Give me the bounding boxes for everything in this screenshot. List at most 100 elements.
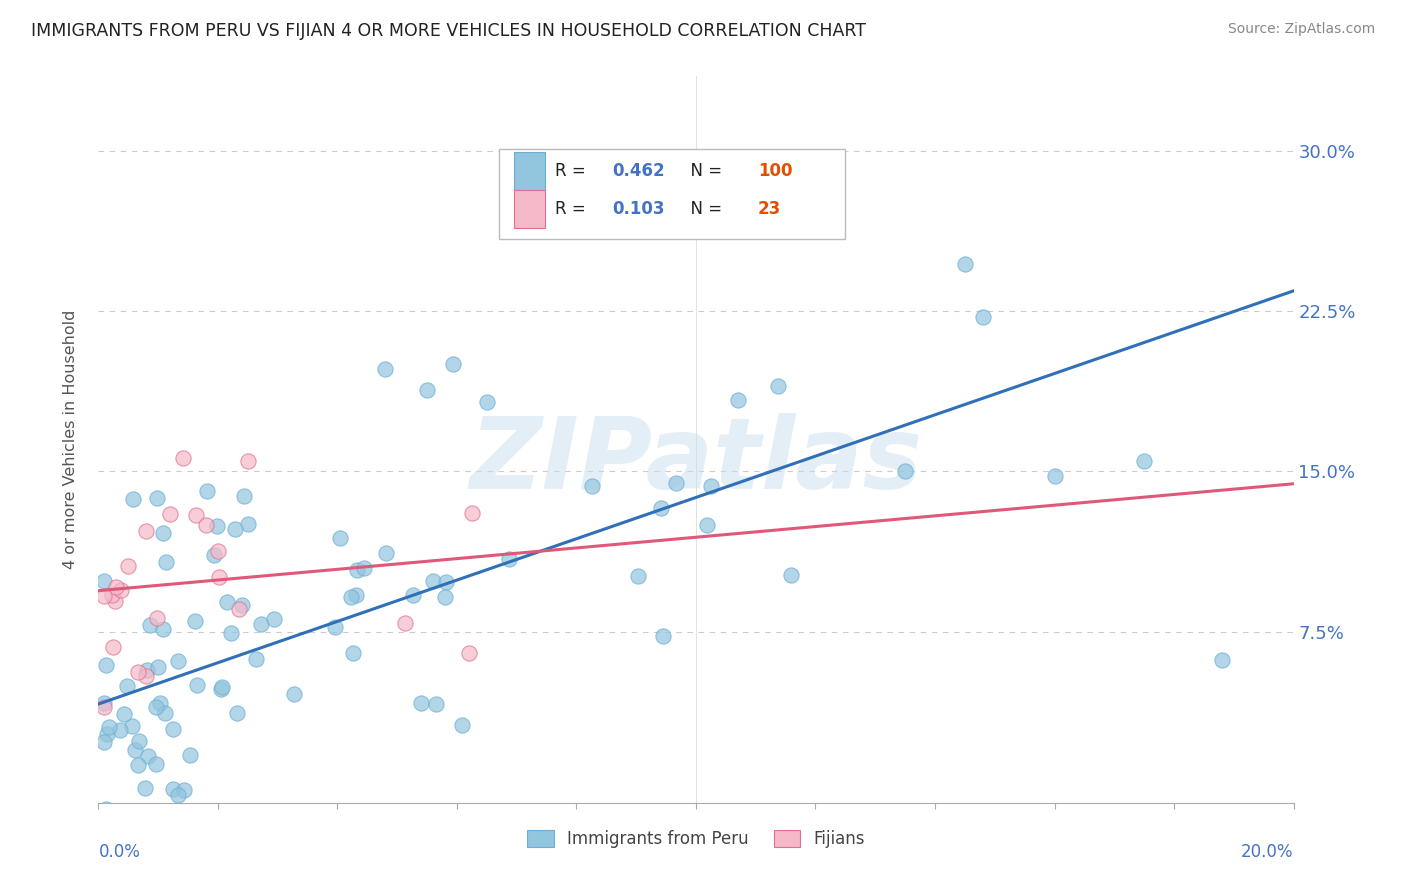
Legend: Immigrants from Peru, Fijians: Immigrants from Peru, Fijians: [519, 822, 873, 856]
Point: [136, 663, 159, 677]
Point: [250, 617, 273, 632]
Point: [583, 182, 606, 196]
Text: 100: 100: [758, 162, 793, 180]
Point: [225, 706, 247, 720]
Point: [278, 806, 301, 821]
Point: [208, 570, 231, 584]
Point: [780, 568, 803, 582]
Point: [170, 806, 193, 821]
Point: [211, 680, 233, 694]
Point: [727, 392, 749, 407]
Text: Source: ZipAtlas.com: Source: ZipAtlas.com: [1227, 22, 1375, 37]
Point: [145, 700, 167, 714]
Point: [145, 757, 167, 772]
Point: [416, 383, 439, 397]
Text: ZIPatlas: ZIPatlas: [470, 413, 922, 509]
Point: [96, 727, 118, 741]
Point: [162, 723, 184, 737]
Point: [160, 806, 183, 821]
Point: [766, 379, 789, 393]
Point: [97, 720, 120, 734]
Point: [167, 806, 190, 821]
Point: [425, 697, 447, 711]
Point: [498, 552, 520, 566]
Point: [103, 806, 125, 821]
Point: [93, 696, 115, 710]
Point: [664, 475, 686, 490]
Point: [402, 588, 425, 602]
Text: N =: N =: [681, 162, 728, 180]
Point: [135, 524, 157, 539]
Point: [153, 706, 176, 720]
Point: [409, 696, 432, 710]
Point: [650, 501, 672, 516]
Point: [149, 696, 172, 710]
Point: [162, 782, 184, 797]
Point: [112, 707, 135, 722]
Text: IMMIGRANTS FROM PERU VS FIJIAN 4 OR MORE VEHICLES IN HOUSEHOLD CORRELATION CHART: IMMIGRANTS FROM PERU VS FIJIAN 4 OR MORE…: [31, 22, 866, 40]
Point: [112, 806, 135, 821]
Text: 0.103: 0.103: [613, 200, 665, 218]
Point: [139, 617, 162, 632]
Point: [375, 546, 398, 560]
Point: [110, 583, 132, 598]
Point: [146, 491, 169, 506]
Point: [460, 506, 482, 520]
Point: [186, 508, 208, 522]
Point: [342, 646, 364, 660]
Point: [167, 788, 190, 802]
Point: [159, 507, 181, 521]
Point: [209, 681, 232, 696]
Point: [263, 612, 285, 626]
FancyBboxPatch shape: [499, 148, 845, 239]
Point: [186, 678, 208, 692]
Point: [103, 640, 125, 654]
Point: [148, 660, 170, 674]
Point: [184, 614, 207, 628]
Point: [245, 652, 267, 666]
Text: 23: 23: [758, 200, 782, 218]
Point: [207, 806, 229, 821]
Point: [211, 805, 233, 819]
Point: [283, 687, 305, 701]
Point: [94, 657, 117, 672]
Point: [105, 581, 128, 595]
Point: [224, 522, 246, 536]
Point: [122, 491, 145, 506]
Point: [146, 610, 169, 624]
Point: [104, 593, 127, 607]
Point: [173, 783, 195, 797]
Point: [1211, 652, 1233, 666]
Point: [202, 548, 225, 562]
Point: [93, 589, 115, 603]
Point: [207, 544, 229, 558]
Point: [436, 575, 458, 590]
Point: [441, 357, 464, 371]
Point: [346, 563, 368, 577]
Point: [236, 453, 259, 467]
Y-axis label: 4 or more Vehicles in Household: 4 or more Vehicles in Household: [63, 310, 77, 569]
Point: [93, 735, 115, 749]
Point: [138, 806, 160, 821]
Text: 0.0%: 0.0%: [98, 843, 141, 861]
Point: [124, 743, 146, 757]
Point: [195, 484, 218, 499]
Point: [152, 622, 174, 636]
Point: [228, 602, 250, 616]
Point: [93, 574, 115, 588]
FancyBboxPatch shape: [515, 190, 546, 227]
Text: N =: N =: [681, 200, 728, 218]
Point: [894, 464, 917, 478]
Point: [121, 719, 143, 733]
Point: [374, 361, 396, 376]
Point: [451, 718, 474, 732]
Point: [152, 525, 174, 540]
Point: [953, 257, 976, 271]
Point: [236, 517, 259, 532]
Point: [666, 220, 689, 235]
Text: 0.462: 0.462: [613, 162, 665, 180]
Point: [323, 620, 346, 634]
Point: [167, 654, 190, 668]
Point: [221, 626, 243, 640]
Point: [433, 590, 456, 604]
